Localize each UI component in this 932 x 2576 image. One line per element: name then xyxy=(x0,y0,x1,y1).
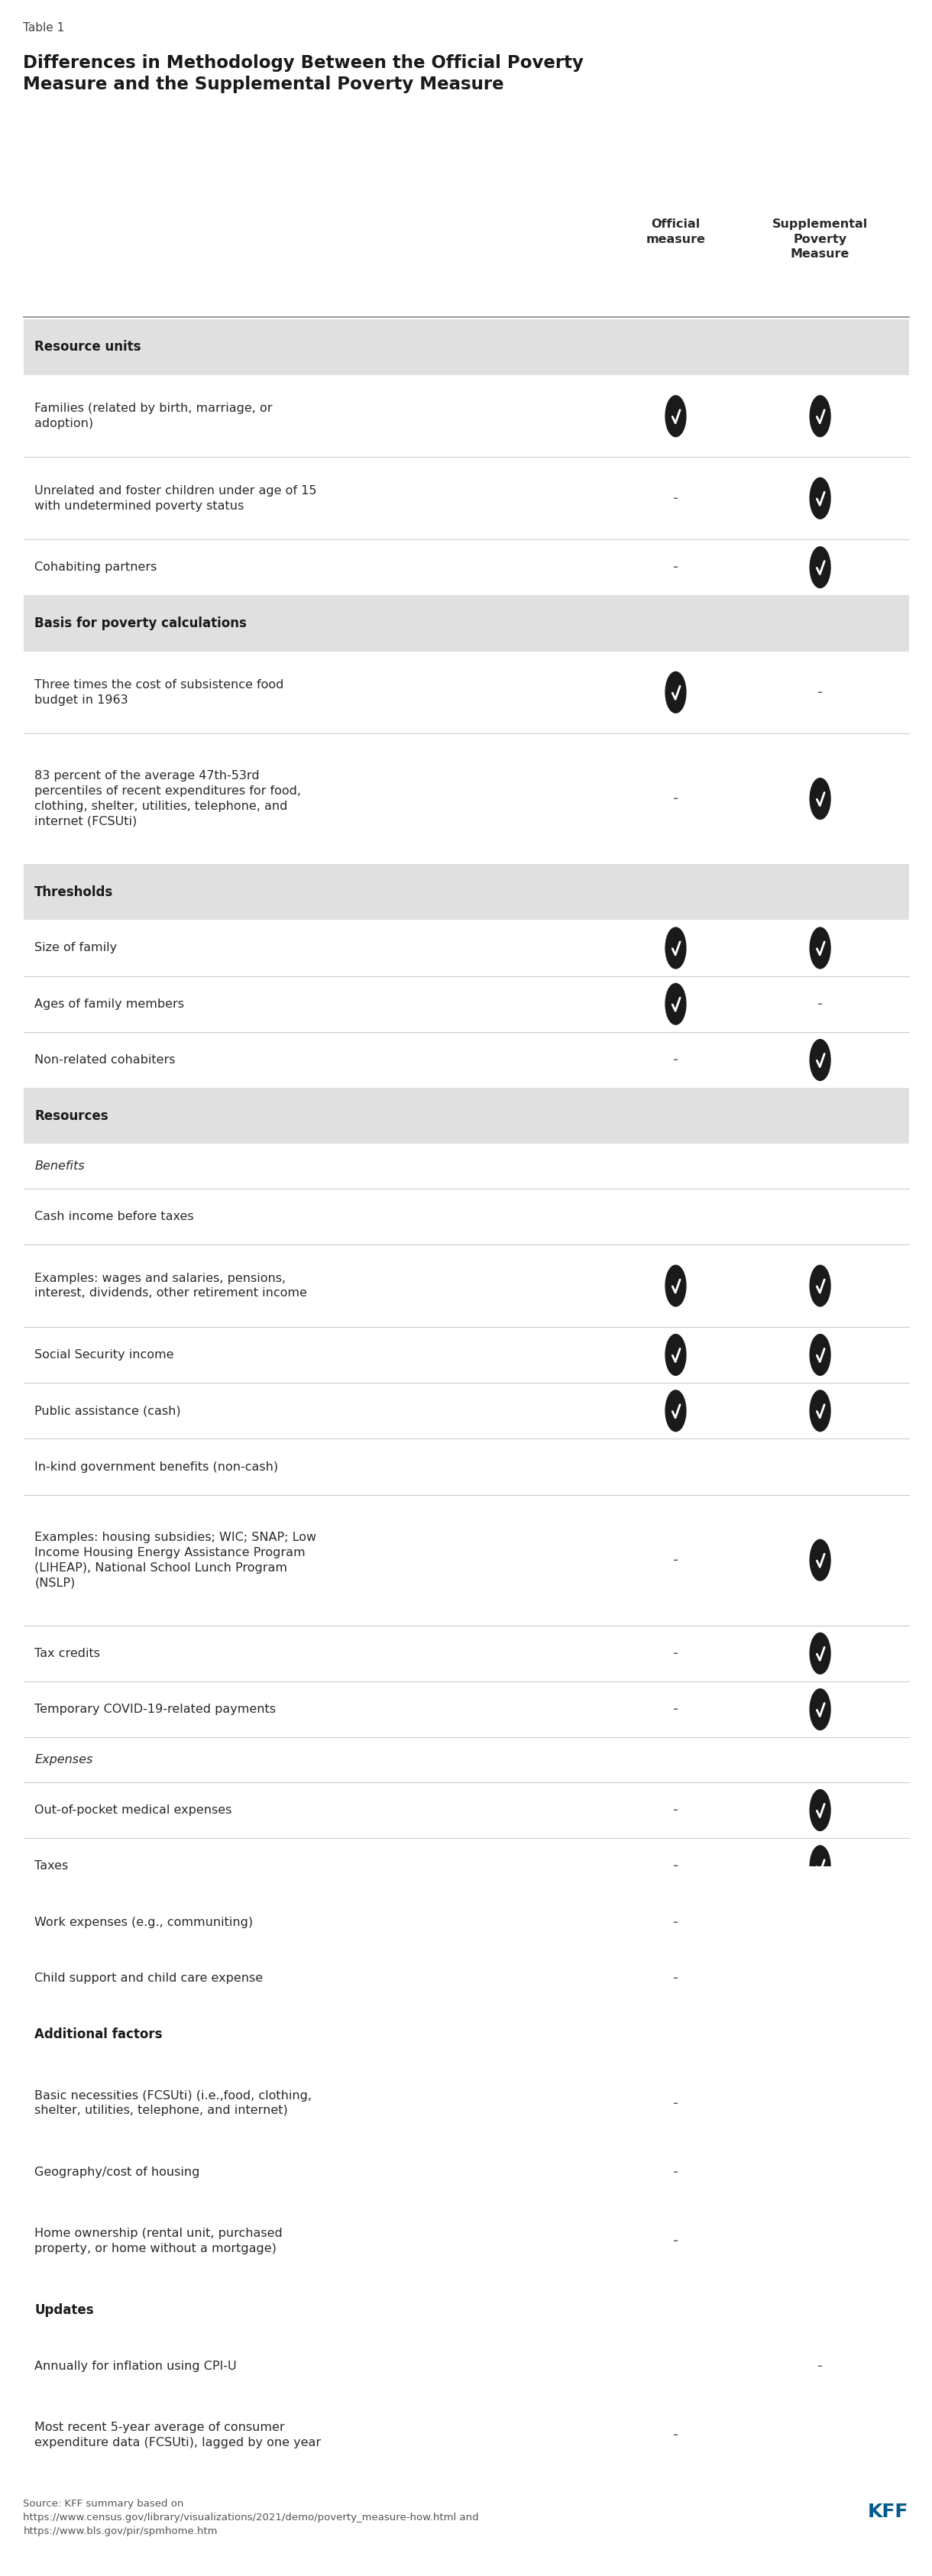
Text: Differences in Methodology Between the Official Poverty
Measure and the Suppleme: Differences in Methodology Between the O… xyxy=(23,54,584,93)
Text: Three times the cost of subsistence food
budget in 1963: Three times the cost of subsistence food… xyxy=(34,680,284,706)
Text: -: - xyxy=(673,1914,678,1929)
Circle shape xyxy=(810,1901,830,1942)
Circle shape xyxy=(810,2221,830,2262)
Circle shape xyxy=(665,2347,686,2388)
Circle shape xyxy=(665,927,686,969)
Circle shape xyxy=(665,984,686,1025)
Circle shape xyxy=(810,1540,830,1582)
Circle shape xyxy=(810,2081,830,2123)
Text: Ages of family members: Ages of family members xyxy=(34,999,185,1010)
Circle shape xyxy=(810,1041,830,1079)
Circle shape xyxy=(810,927,830,969)
Text: Cash income before taxes: Cash income before taxes xyxy=(34,1211,194,1224)
Circle shape xyxy=(665,1334,686,1376)
Circle shape xyxy=(810,1334,830,1376)
Text: Basis for poverty calculations: Basis for poverty calculations xyxy=(34,616,247,631)
Text: -: - xyxy=(673,2233,678,2249)
Circle shape xyxy=(810,1844,830,1886)
Text: Basic necessities (FCSUti) (i.e.,food, clothing,
shelter, utilities, telephone, : Basic necessities (FCSUti) (i.e.,food, c… xyxy=(34,2089,312,2117)
Text: -: - xyxy=(673,492,678,505)
FancyBboxPatch shape xyxy=(23,863,909,920)
Text: Updates: Updates xyxy=(34,2303,94,2318)
Text: -: - xyxy=(673,1054,678,1066)
Text: Thresholds: Thresholds xyxy=(34,886,114,899)
Text: In-kind government benefits (non-cash): In-kind government benefits (non-cash) xyxy=(34,1461,279,1473)
Text: Tax credits: Tax credits xyxy=(34,1649,100,1659)
Circle shape xyxy=(810,2414,830,2455)
Text: -: - xyxy=(673,791,678,806)
Text: Home ownership (rental unit, purchased
property, or home without a mortgage): Home ownership (rental unit, purchased p… xyxy=(34,2228,282,2254)
Circle shape xyxy=(810,1790,830,1832)
Text: -: - xyxy=(817,685,823,701)
Text: Benefits: Benefits xyxy=(34,1162,85,1172)
Text: Cohabiting partners: Cohabiting partners xyxy=(34,562,157,572)
Text: -: - xyxy=(673,1971,678,1986)
Text: Examples: housing subsidies; WIC; SNAP; Low
Income Housing Energy Assistance Pro: Examples: housing subsidies; WIC; SNAP; … xyxy=(34,1533,317,1589)
Circle shape xyxy=(810,397,830,438)
Text: Resource units: Resource units xyxy=(34,340,141,353)
Text: -: - xyxy=(673,1803,678,1819)
Text: Official
measure: Official measure xyxy=(646,219,706,245)
Text: Table 1: Table 1 xyxy=(23,23,64,33)
Text: Taxes: Taxes xyxy=(34,1860,68,1873)
FancyBboxPatch shape xyxy=(23,1087,909,1144)
Circle shape xyxy=(665,1391,686,1432)
Circle shape xyxy=(810,1265,830,1306)
Text: Child support and child care expense: Child support and child care expense xyxy=(34,1973,263,1984)
Text: Unrelated and foster children under age of 15
with undetermined poverty status: Unrelated and foster children under age … xyxy=(34,484,317,513)
Circle shape xyxy=(810,2151,830,2192)
Circle shape xyxy=(810,1391,830,1432)
Circle shape xyxy=(810,546,830,587)
Circle shape xyxy=(810,1690,830,1731)
Text: -: - xyxy=(673,1553,678,1566)
Circle shape xyxy=(810,1633,830,1674)
Text: -: - xyxy=(817,997,823,1012)
Text: -: - xyxy=(673,1703,678,1716)
Text: Examples: wages and salaries, pensions,
interest, dividends, other retirement in: Examples: wages and salaries, pensions, … xyxy=(34,1273,308,1298)
FancyBboxPatch shape xyxy=(23,2282,909,2339)
FancyBboxPatch shape xyxy=(23,319,909,376)
Text: 83 percent of the average 47th-53rd
percentiles of recent expenditures for food,: 83 percent of the average 47th-53rd perc… xyxy=(34,770,301,827)
Text: Work expenses (e.g., communiting): Work expenses (e.g., communiting) xyxy=(34,1917,254,1927)
Text: Geography/cost of housing: Geography/cost of housing xyxy=(34,2166,199,2177)
Text: Out-of-pocket medical expenses: Out-of-pocket medical expenses xyxy=(34,1803,232,1816)
Text: Most recent 5-year average of consumer
expenditure data (FCSUti), lagged by one : Most recent 5-year average of consumer e… xyxy=(34,2421,321,2450)
Text: Annually for inflation using CPI-U: Annually for inflation using CPI-U xyxy=(34,2360,237,2372)
Text: Source: KFF summary based on
https://www.census.gov/library/visualizations/2021/: Source: KFF summary based on https://www… xyxy=(23,2499,479,2537)
Text: -: - xyxy=(673,2097,678,2110)
Text: Families (related by birth, marriage, or
adoption): Families (related by birth, marriage, or… xyxy=(34,402,272,430)
Text: Size of family: Size of family xyxy=(34,943,117,953)
Text: Supplemental
Poverty
Measure: Supplemental Poverty Measure xyxy=(773,219,868,260)
Circle shape xyxy=(810,477,830,518)
FancyBboxPatch shape xyxy=(23,2007,909,2063)
Text: -: - xyxy=(673,2429,678,2442)
Circle shape xyxy=(810,778,830,819)
Text: -: - xyxy=(673,559,678,574)
Text: Temporary COVID-19-related payments: Temporary COVID-19-related payments xyxy=(34,1703,276,1716)
Text: Non-related cohabiters: Non-related cohabiters xyxy=(34,1054,175,1066)
Text: Additional factors: Additional factors xyxy=(34,2027,162,2040)
Text: KFF: KFF xyxy=(868,2501,909,2522)
Text: -: - xyxy=(673,1646,678,1662)
Text: -: - xyxy=(673,2164,678,2179)
Text: -: - xyxy=(673,1860,678,1873)
FancyBboxPatch shape xyxy=(23,595,909,652)
Circle shape xyxy=(665,1265,686,1306)
Circle shape xyxy=(665,397,686,438)
Text: -: - xyxy=(817,2360,823,2372)
Circle shape xyxy=(810,1958,830,1999)
Text: Social Security income: Social Security income xyxy=(34,1350,174,1360)
Circle shape xyxy=(665,672,686,714)
Text: Expenses: Expenses xyxy=(34,1754,93,1765)
Text: Resources: Resources xyxy=(34,1110,108,1123)
Text: Public assistance (cash): Public assistance (cash) xyxy=(34,1404,181,1417)
